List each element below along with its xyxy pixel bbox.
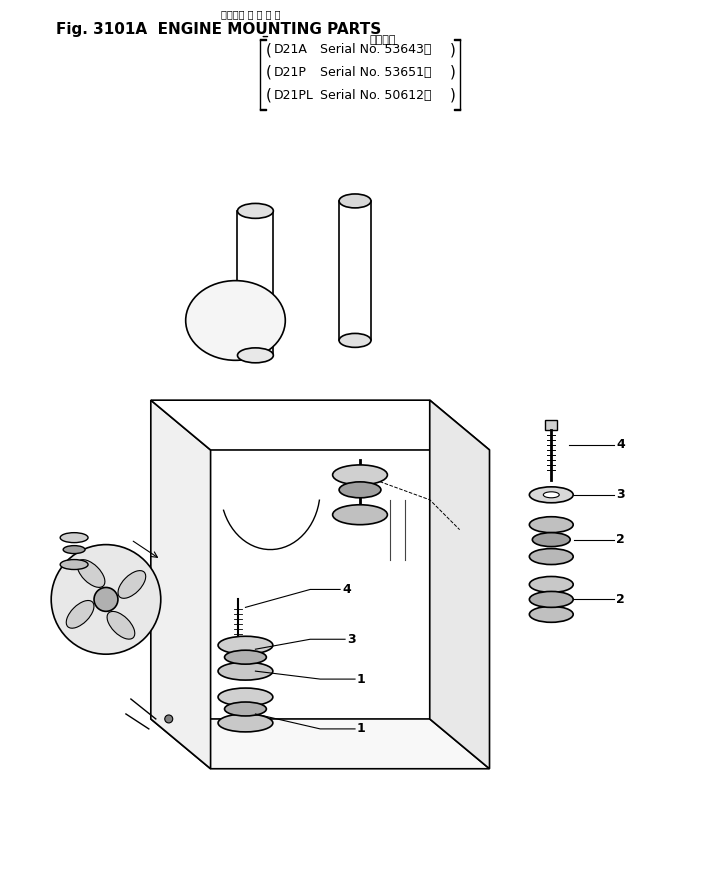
Ellipse shape (529, 487, 574, 503)
Text: (: ( (266, 65, 272, 80)
Text: ): ) (449, 42, 455, 57)
Text: D21A: D21A (274, 43, 307, 56)
Text: 4: 4 (342, 583, 351, 596)
Text: Fig. 3101A  ENGINE MOUNTING PARTS: Fig. 3101A ENGINE MOUNTING PARTS (56, 21, 381, 36)
Ellipse shape (339, 333, 371, 347)
Ellipse shape (218, 637, 273, 654)
Text: Serial No. 53651～: Serial No. 53651～ (320, 66, 432, 79)
Ellipse shape (333, 465, 388, 485)
Text: 1: 1 (357, 723, 366, 735)
Text: ): ) (449, 88, 455, 103)
Circle shape (94, 588, 118, 611)
Ellipse shape (218, 688, 273, 706)
Ellipse shape (529, 549, 574, 565)
Text: (: ( (266, 88, 272, 103)
Text: Serial No. 50612～: Serial No. 50612～ (320, 89, 432, 102)
Text: ): ) (449, 65, 455, 80)
Ellipse shape (532, 533, 570, 547)
Ellipse shape (77, 559, 105, 587)
Circle shape (52, 544, 160, 654)
Circle shape (165, 715, 173, 723)
Polygon shape (151, 719, 489, 769)
Text: 3: 3 (347, 633, 356, 646)
Ellipse shape (224, 702, 266, 716)
Text: エンジン 取 付 部 品: エンジン 取 付 部 品 (221, 10, 280, 20)
Text: 2: 2 (616, 533, 625, 546)
Ellipse shape (218, 662, 273, 680)
Ellipse shape (529, 607, 574, 622)
Ellipse shape (529, 517, 574, 533)
Polygon shape (545, 420, 558, 430)
Ellipse shape (339, 194, 371, 208)
Polygon shape (430, 400, 489, 769)
Ellipse shape (63, 545, 85, 553)
Ellipse shape (237, 203, 274, 218)
Ellipse shape (186, 281, 285, 361)
Text: 4: 4 (616, 439, 625, 451)
Ellipse shape (529, 576, 574, 592)
Ellipse shape (237, 348, 274, 363)
Ellipse shape (224, 650, 266, 664)
Ellipse shape (107, 612, 135, 639)
Ellipse shape (333, 504, 388, 525)
Text: 3: 3 (616, 488, 624, 502)
Ellipse shape (60, 533, 88, 543)
Text: D21PL: D21PL (274, 89, 313, 102)
Ellipse shape (118, 571, 146, 599)
Text: D21P: D21P (274, 66, 306, 79)
Ellipse shape (339, 482, 381, 498)
Ellipse shape (66, 600, 94, 628)
Ellipse shape (529, 591, 574, 607)
Text: (: ( (266, 42, 272, 57)
Polygon shape (151, 400, 211, 769)
Ellipse shape (543, 492, 559, 498)
Polygon shape (151, 400, 489, 450)
Ellipse shape (218, 714, 273, 732)
Text: 2: 2 (616, 593, 625, 606)
Text: 適用号機: 適用号機 (370, 35, 396, 44)
Text: 1: 1 (357, 672, 366, 686)
Text: (: ( (258, 40, 288, 114)
Text: Serial No. 53643～: Serial No. 53643～ (320, 43, 431, 56)
Ellipse shape (60, 559, 88, 569)
